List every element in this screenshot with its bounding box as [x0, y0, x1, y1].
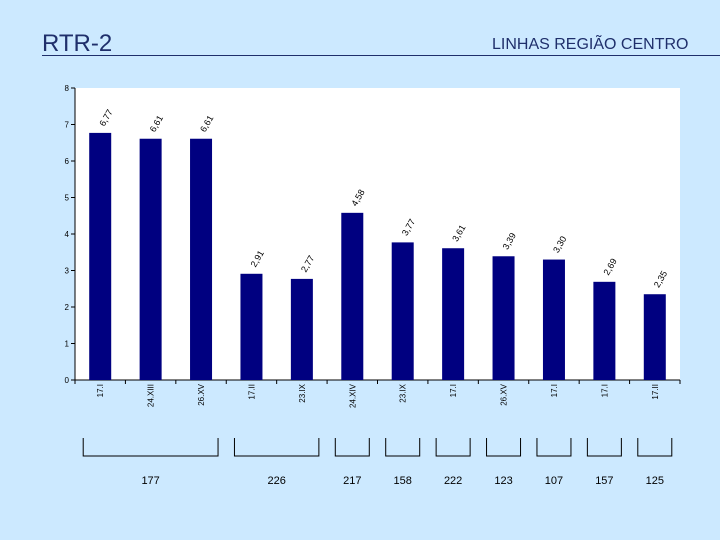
category-label: 23.IX [399, 383, 408, 402]
category-label: 17.I [600, 384, 609, 397]
y-tick-label: 7 [65, 121, 70, 130]
category-label: 23.IX [298, 383, 307, 402]
category-label: 17.II [651, 384, 660, 400]
bar [341, 212, 364, 380]
y-tick-label: 4 [65, 230, 70, 239]
category-label: 17.I [449, 384, 458, 397]
bars-layer [89, 132, 666, 380]
group-total-label: 107 [545, 475, 563, 487]
group-bracket [586, 438, 622, 457]
bar [593, 281, 616, 380]
group-bracket [536, 438, 572, 457]
category-label: 17.I [96, 384, 105, 397]
bar [89, 132, 112, 380]
group-bracket [233, 438, 320, 457]
slide-subtitle: LINHAS REGIÃO CENTRO [492, 36, 689, 53]
y-tick-label: 3 [65, 267, 70, 276]
group-bracket [334, 438, 370, 457]
bar [240, 273, 263, 380]
bar [442, 248, 465, 380]
y-tick-label: 2 [65, 303, 70, 312]
category-label: 26.XV [500, 383, 509, 405]
group-bracket [385, 438, 421, 457]
y-tick-label: 5 [65, 194, 70, 203]
bar [542, 259, 565, 380]
group-total-label: 157 [595, 475, 613, 487]
group-total-label: 125 [646, 475, 664, 487]
category-label: 17.I [550, 384, 559, 397]
y-tick-label: 8 [65, 84, 70, 93]
group-total-label: 222 [444, 475, 462, 487]
bar [643, 294, 666, 380]
group-total-label: 123 [494, 475, 512, 487]
group-total-label: 177 [141, 475, 159, 487]
bar [139, 138, 162, 380]
category-label: 17.II [247, 384, 256, 400]
group-total-label: 226 [267, 475, 285, 487]
slide-title: RTR-2 [42, 30, 113, 57]
bar [391, 242, 414, 380]
category-label: 26.XV [197, 383, 206, 405]
bar [290, 278, 313, 380]
y-tick-label: 6 [65, 157, 70, 166]
group-bracket [435, 438, 471, 457]
title-rule [42, 55, 720, 56]
y-tick-label: 0 [65, 376, 70, 385]
category-label: 24.XIV [348, 383, 357, 408]
bar [190, 138, 213, 380]
axis-layer: 0 1 2 3 4 5 6 7 8 [65, 84, 681, 385]
group-total-label: 158 [394, 475, 412, 487]
bar [492, 256, 515, 380]
group-bracket [637, 438, 673, 457]
y-tick-label: 1 [65, 340, 70, 349]
category-label: 24.XIII [147, 384, 156, 407]
group-total-label: 217 [343, 475, 361, 487]
group-bracket [486, 438, 522, 457]
groups-layer: 177 226 217 158 222 123 107 157 125 [82, 438, 673, 487]
group-bracket [82, 438, 219, 457]
plot-area [75, 88, 680, 380]
